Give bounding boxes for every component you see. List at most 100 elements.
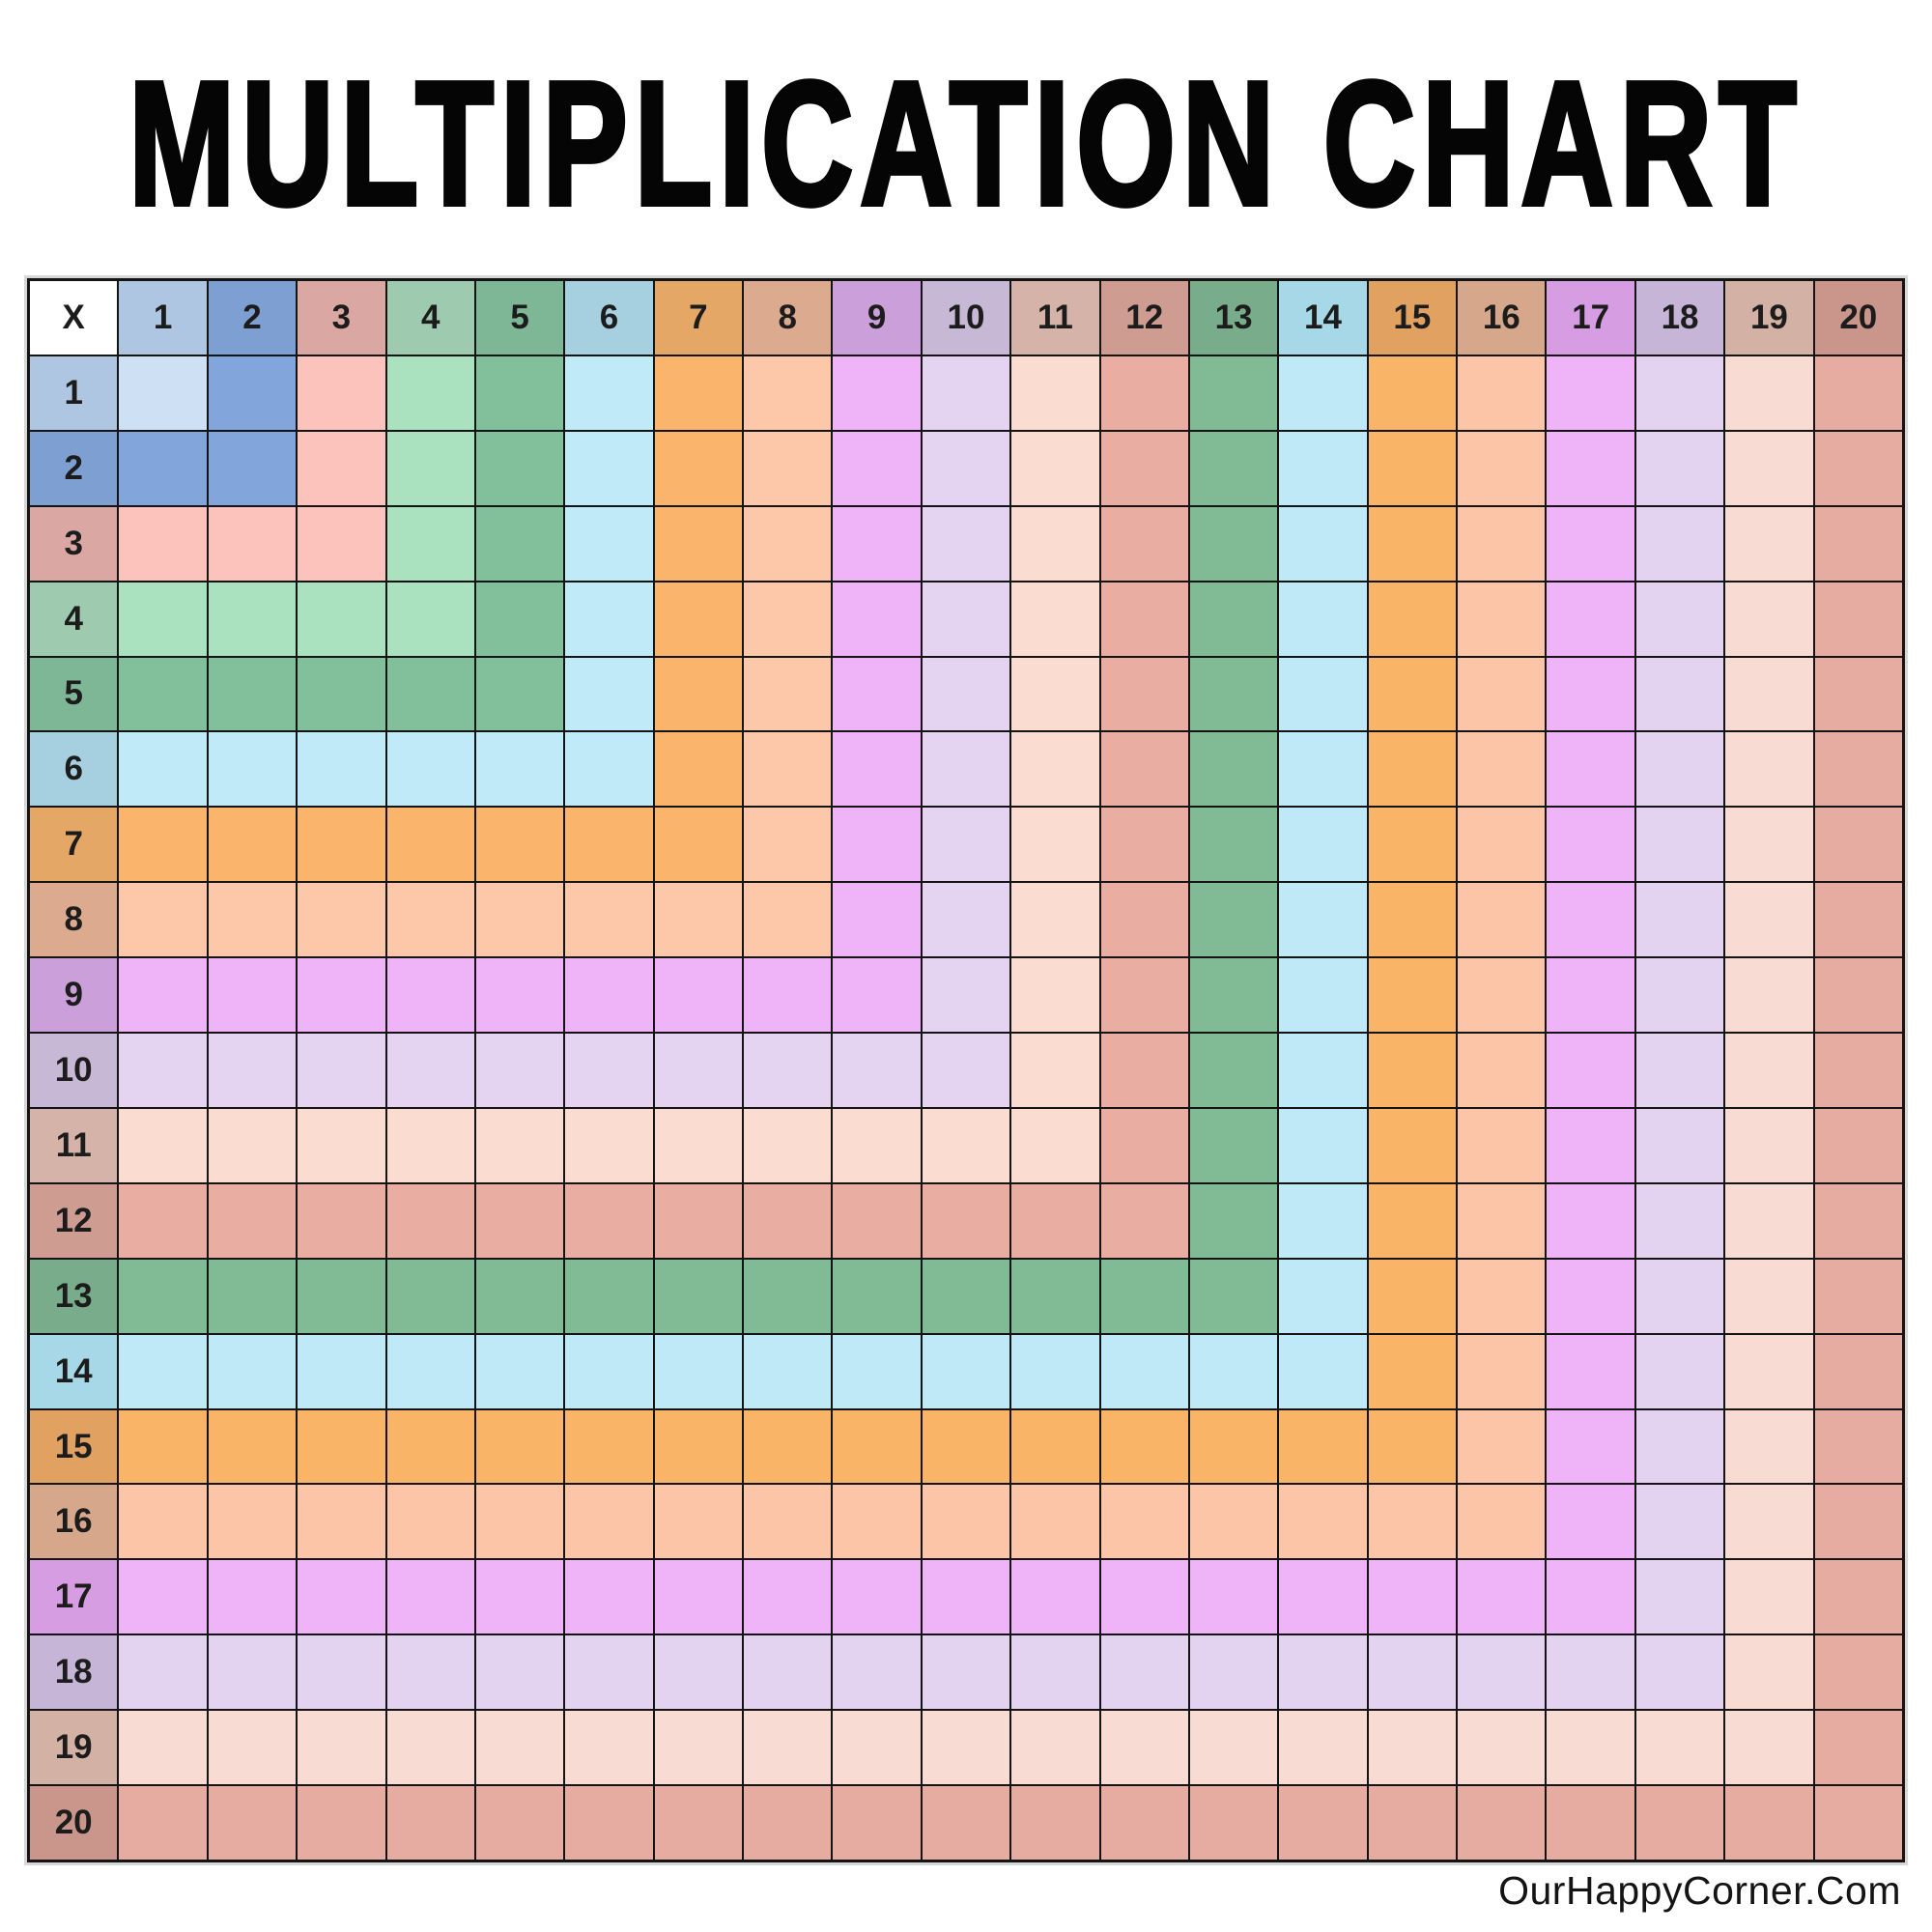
grid-cell [118,430,208,506]
grid-cell [297,656,386,732]
grid-cell [207,957,298,1034]
grid-cell [653,656,744,732]
grid-cell [1813,957,1903,1034]
grid-cell [1634,505,1725,582]
grid-cell [118,1033,208,1108]
grid-cell [1278,1559,1368,1635]
grid-cell [1188,355,1279,431]
grid-cell [653,1033,744,1108]
grid-cell [653,882,744,958]
grid-cell [1099,1559,1189,1635]
grid-cell [474,505,565,582]
grid-cell [921,1033,1011,1108]
grid-cell [1457,581,1547,657]
grid-cell [118,1258,208,1334]
grid-cell [1634,957,1725,1034]
grid-cell [474,882,565,958]
grid-cell [1546,1107,1635,1183]
grid-cell [564,1107,654,1183]
grid-cell [832,1333,922,1409]
row-header-3: 3 [29,505,119,582]
grid-cell [1457,430,1547,506]
grid-cell [1099,355,1189,431]
grid-cell [1278,1484,1368,1560]
grid-cell [385,882,475,958]
grid-cell [297,581,386,657]
grid-cell [1457,1033,1547,1108]
grid-cell [832,430,922,506]
grid-cell [1813,505,1903,582]
grid-cell [653,807,744,883]
grid-cell [385,1785,475,1861]
grid-cell [118,505,208,582]
grid-cell [1099,731,1189,808]
grid-cell [118,1182,208,1259]
grid-cell [474,731,565,808]
grid-cell [564,807,654,883]
grid-cell [1457,957,1547,1034]
grid-cell [474,1559,565,1635]
grid-cell [1278,1182,1368,1259]
grid-cell [921,505,1011,582]
grid-cell [1099,581,1189,657]
grid-cell [1010,505,1100,582]
grid-cell [1634,1559,1725,1635]
col-header-9: 9 [832,280,922,355]
col-header-2: 2 [207,280,298,355]
grid-cell [297,430,386,506]
grid-cell [921,430,1011,506]
grid-cell [564,1559,654,1635]
grid-cell [1724,1484,1814,1560]
grid-cell [1188,1785,1279,1861]
grid-cell [1278,581,1368,657]
grid-cell [564,1484,654,1560]
grid-cell [297,731,386,808]
grid-cell [1010,656,1100,732]
grid-cell [564,1258,654,1334]
grid-cell [1546,1333,1635,1409]
grid-cell [1188,1710,1279,1786]
grid-cell [1813,430,1903,506]
grid-cell [1278,505,1368,582]
grid-cell [1546,656,1635,732]
grid-cell [1278,1107,1368,1183]
row-header-15: 15 [29,1408,119,1485]
grid-cell [564,1182,654,1259]
grid-cell [1188,581,1279,657]
grid-cell [1188,807,1279,883]
grid-cell [921,1785,1011,1861]
grid-cell [1457,1182,1547,1259]
grid-cell [653,430,744,506]
row-header-7: 7 [29,807,119,883]
col-header-20: 20 [1813,280,1903,355]
grid-cell [1188,1484,1279,1560]
grid-cell [1188,882,1279,958]
grid-cell [832,1182,922,1259]
grid-cell [1367,731,1458,808]
grid-cell [653,505,744,582]
col-header-1: 1 [118,280,208,355]
grid-cell [1099,430,1189,506]
grid-cell [474,1408,565,1485]
grid-cell [1010,430,1100,506]
grid-cell [1367,882,1458,958]
grid-cell [1457,505,1547,582]
grid-cell [207,1484,298,1560]
grid-cell [207,430,298,506]
grid-cell [1188,430,1279,506]
grid-cell [921,1333,1011,1409]
grid-cell [207,1408,298,1485]
grid-cell [743,1258,833,1334]
grid-cell [1546,882,1635,958]
grid-cell [118,807,208,883]
row-header-14: 14 [29,1333,119,1409]
grid-cell [118,1484,208,1560]
grid-cell [1010,1408,1100,1485]
grid-cell [1099,807,1189,883]
grid-cell [385,1559,475,1635]
grid-cell [1099,1710,1189,1786]
grid-cell [1367,1559,1458,1635]
col-header-4: 4 [385,280,475,355]
grid-cell [564,1033,654,1108]
grid-cell [832,1033,922,1108]
